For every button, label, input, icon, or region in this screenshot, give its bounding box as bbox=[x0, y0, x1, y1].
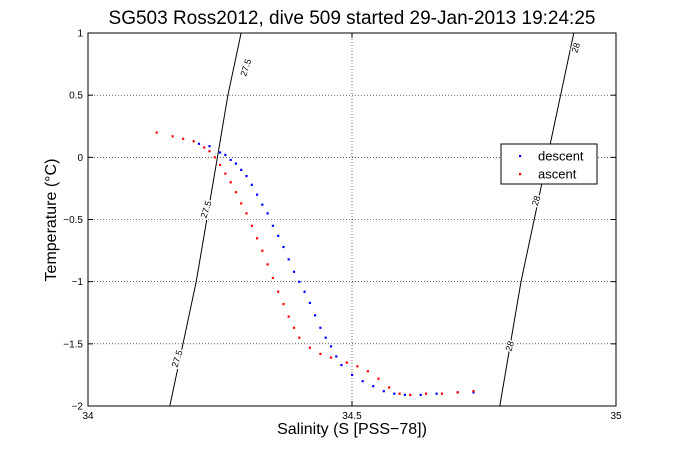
descent-point bbox=[282, 245, 285, 249]
ascent-point bbox=[250, 224, 253, 227]
ascent-point bbox=[213, 156, 216, 159]
descent-point bbox=[303, 290, 306, 293]
descent-point bbox=[240, 168, 243, 171]
ascent-point bbox=[256, 237, 259, 240]
ascent-point bbox=[224, 172, 227, 175]
ascent-point bbox=[287, 315, 290, 318]
ascent-point bbox=[377, 377, 380, 380]
descent-point bbox=[266, 212, 269, 215]
ascent-point bbox=[319, 352, 322, 355]
chart-title: SG503 Ross2012, dive 509 started 29-Jan-… bbox=[109, 8, 596, 29]
descent-point bbox=[245, 175, 248, 178]
ascent-point bbox=[398, 392, 401, 395]
ascent-point bbox=[440, 392, 443, 395]
ascent-point bbox=[366, 370, 369, 373]
descent-point bbox=[271, 224, 274, 227]
ascent-point bbox=[229, 181, 232, 184]
ascent-point bbox=[219, 163, 222, 166]
ascent-point bbox=[171, 135, 174, 138]
legend-marker-descent bbox=[519, 155, 522, 158]
ascent-point bbox=[208, 150, 211, 153]
descent-point bbox=[287, 258, 290, 261]
ascent-point bbox=[388, 386, 391, 389]
legend-label-descent: descent bbox=[538, 149, 584, 164]
ascent-point bbox=[308, 346, 311, 349]
ascent-point bbox=[356, 365, 359, 368]
ascent-point bbox=[240, 202, 243, 205]
ascent-point bbox=[277, 290, 280, 293]
ascent-point bbox=[424, 392, 428, 395]
isopycnal-contour-line bbox=[499, 32, 575, 407]
descent-point bbox=[197, 142, 201, 145]
ascent-point bbox=[472, 390, 475, 393]
ascent-point bbox=[234, 191, 237, 194]
ascent-point bbox=[271, 276, 274, 280]
ascent-point bbox=[292, 326, 296, 329]
descent-point bbox=[314, 314, 317, 317]
legend-label-ascent: ascent bbox=[538, 167, 577, 182]
contour-label: 28 bbox=[530, 194, 543, 207]
y-tick-label: 1 bbox=[77, 29, 83, 40]
descent-point bbox=[324, 336, 327, 339]
ascent-point bbox=[245, 212, 248, 215]
legend-marker-ascent bbox=[519, 173, 522, 176]
descent-point bbox=[372, 385, 375, 388]
descent-point bbox=[335, 355, 338, 358]
descent-point bbox=[234, 162, 237, 165]
ascent-point bbox=[155, 131, 158, 134]
descent-point bbox=[472, 391, 475, 394]
descent-point bbox=[393, 392, 396, 395]
legend-box bbox=[500, 143, 598, 185]
isopycnal-contour-line bbox=[169, 32, 242, 407]
y-tick-label: 0 bbox=[77, 153, 83, 164]
y-tick-label: −1 bbox=[72, 277, 84, 288]
ascent-point bbox=[182, 137, 185, 140]
descent-point bbox=[308, 301, 311, 304]
descent-point bbox=[403, 393, 406, 396]
ascent-point bbox=[456, 391, 459, 394]
x-axis-label: Salinity (S [PSS−78]) bbox=[277, 421, 427, 438]
ascent-point bbox=[298, 336, 301, 339]
descent-point bbox=[329, 345, 333, 348]
descent-point bbox=[435, 392, 438, 395]
descent-point bbox=[340, 364, 343, 367]
y-tick-label: 0.5 bbox=[69, 91, 83, 102]
x-tick-label: 34.5 bbox=[342, 411, 362, 422]
ascent-point bbox=[203, 146, 206, 149]
descent-point bbox=[277, 234, 280, 237]
y-axis-label: Temperature (°C) bbox=[43, 159, 60, 282]
ascent-point bbox=[282, 303, 285, 306]
x-tick-label: 34 bbox=[82, 411, 94, 422]
descent-point bbox=[224, 153, 227, 156]
descent-point bbox=[319, 326, 322, 329]
y-tick-label: −0.5 bbox=[63, 215, 83, 226]
descent-point bbox=[419, 393, 422, 396]
y-tick-label: −1.5 bbox=[63, 339, 83, 350]
contour-label: 28 bbox=[570, 41, 583, 54]
contour-label: 28 bbox=[504, 340, 517, 353]
descent-point bbox=[219, 151, 222, 154]
ascent-point bbox=[329, 356, 333, 359]
ascent-point bbox=[261, 249, 264, 252]
y-tick-label: −2 bbox=[72, 402, 84, 413]
descent-point bbox=[229, 158, 232, 161]
x-tick-label: 35 bbox=[610, 411, 622, 422]
descent-point bbox=[298, 280, 301, 283]
descent-point bbox=[208, 145, 211, 148]
descent-point bbox=[261, 203, 264, 206]
descent-point bbox=[361, 380, 364, 383]
ascent-point bbox=[266, 263, 269, 266]
ascent-point bbox=[345, 361, 348, 364]
descent-point bbox=[351, 373, 354, 377]
descent-point bbox=[256, 193, 259, 196]
ascent-point bbox=[192, 140, 195, 143]
ascent-point bbox=[409, 393, 412, 396]
descent-point bbox=[292, 270, 296, 273]
descent-point bbox=[382, 390, 385, 393]
descent-point bbox=[250, 183, 253, 186]
